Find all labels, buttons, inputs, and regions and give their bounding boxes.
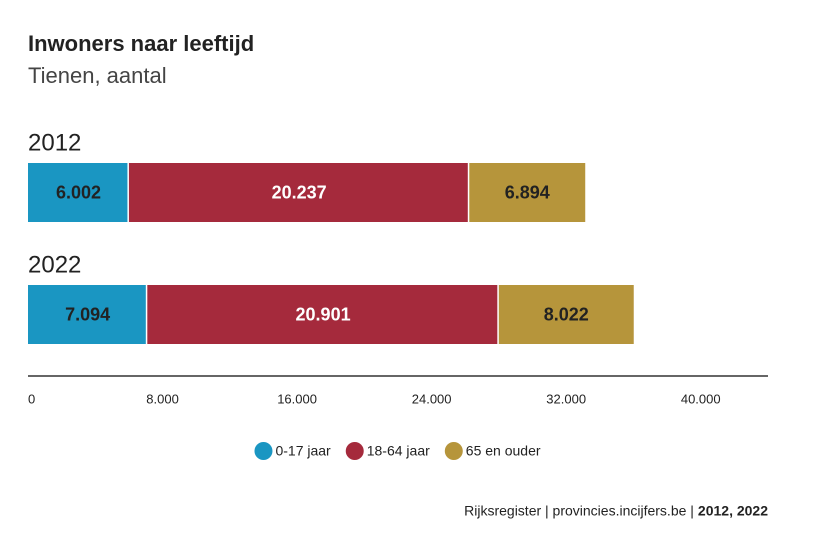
category-label: 2012 bbox=[28, 129, 81, 156]
legend-label: 18-64 jaar bbox=[367, 443, 430, 459]
legend-swatch bbox=[345, 442, 364, 460]
value-label: 20.901 bbox=[296, 304, 351, 324]
source-years: 2012, 2022 bbox=[698, 503, 768, 519]
x-tick-label: 24.000 bbox=[412, 391, 452, 406]
value-label: 20.237 bbox=[272, 182, 327, 202]
x-tick-label: 40.000 bbox=[681, 391, 721, 406]
chart-subtitle: Tienen, aantal bbox=[28, 63, 167, 88]
x-tick-label: 0 bbox=[28, 391, 35, 406]
legend-label: 65 en ouder bbox=[466, 443, 541, 459]
value-label: 6.894 bbox=[505, 182, 550, 202]
legend-swatch bbox=[444, 442, 463, 460]
legend-label: 0-17 jaar bbox=[275, 443, 331, 459]
chart-title: Inwoners naar leeftijd bbox=[28, 31, 254, 56]
x-tick-label: 32.000 bbox=[546, 391, 586, 406]
bar-segment bbox=[498, 285, 634, 344]
bar-segment bbox=[147, 285, 498, 344]
category-label: 2022 bbox=[28, 251, 81, 278]
value-label: 8.022 bbox=[544, 304, 589, 324]
bar-segment bbox=[28, 163, 128, 222]
source: Rijksregister | provincies.incijfers.be … bbox=[464, 503, 694, 519]
value-label: 6.002 bbox=[56, 182, 101, 202]
x-tick-label: 16.000 bbox=[277, 391, 317, 406]
bar-segment bbox=[469, 163, 586, 222]
bar-segment bbox=[128, 163, 468, 222]
x-tick-label: 8.000 bbox=[146, 391, 179, 406]
value-label: 7.094 bbox=[65, 304, 110, 324]
bar-segment bbox=[28, 285, 146, 344]
legend-swatch bbox=[254, 442, 273, 460]
